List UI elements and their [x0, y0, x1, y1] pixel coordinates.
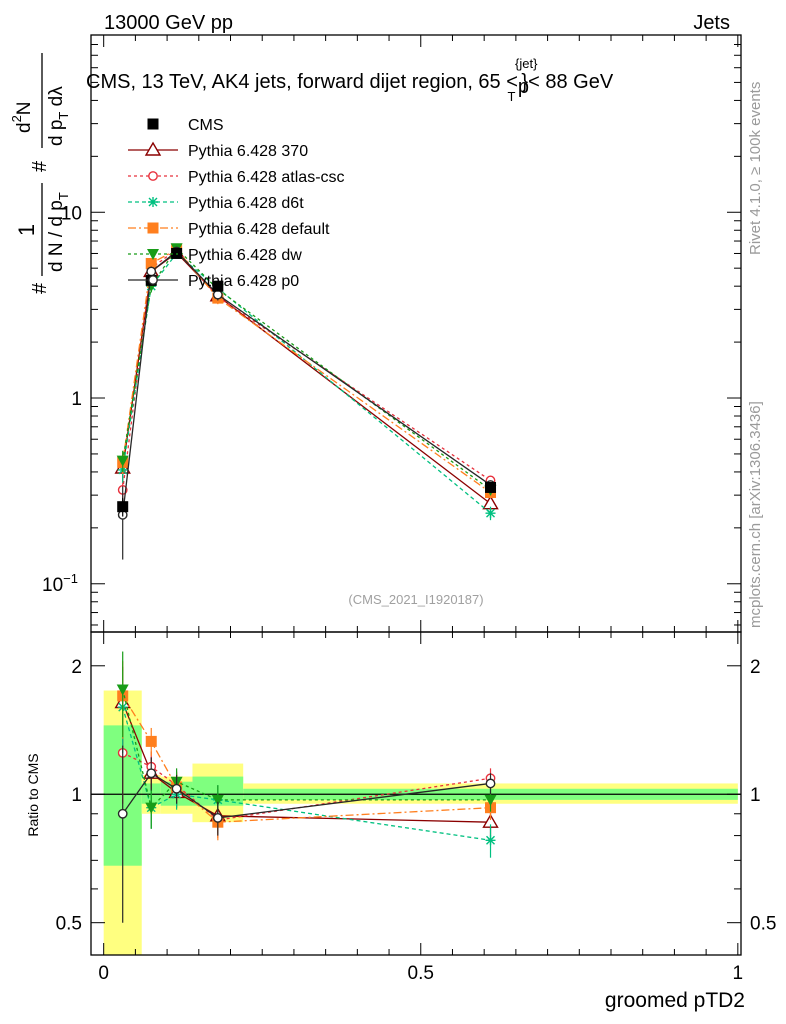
data-point [146, 266, 157, 277]
ratio-point [116, 684, 129, 696]
plot-title-main: CMS, 13 TeV, AK4 jets, forward dijet reg… [86, 71, 518, 93]
ylabel-num: 1 [14, 224, 39, 236]
header-left: 13000 GeV pp [104, 12, 233, 34]
series-p0 [117, 246, 496, 560]
y-tick-label: 10−1 [42, 571, 78, 596]
plot-title-p: p [518, 76, 529, 98]
side-mcplots: mcplots.cern.ch [arXiv:1306.3436] [747, 401, 764, 628]
data-point [212, 289, 223, 300]
legend-label: Pythia 6.428 dw [188, 247, 302, 264]
ylabel-num2: d2N [9, 101, 35, 133]
data-point [212, 280, 224, 292]
ratio-point [484, 794, 497, 806]
side-rivet: Rivet 4.1.0, ≥ 100k events [747, 82, 764, 255]
plot-title-sup: {jet} [515, 56, 538, 71]
ratio-y-tick-label: 1 [71, 785, 82, 806]
ylabel-den: d N / d pT [46, 192, 71, 272]
series-line-p0 [122, 250, 491, 515]
header-right: Jets [693, 12, 730, 34]
ylabel-hash: # [29, 282, 51, 294]
legend-label: CMS [188, 117, 224, 134]
y-tick-label: 1 [71, 389, 82, 410]
series-line-p370 [122, 251, 491, 505]
data-point [485, 508, 496, 519]
data-point [485, 481, 497, 493]
ratio-y-tick-label-right: 0.5 [750, 914, 776, 935]
legend-label: Pythia 6.428 atlas-csc [188, 169, 345, 186]
legend-item: Pythia 6.428 d6t [128, 195, 304, 212]
series-default [117, 244, 497, 498]
ratio-y-tick-label-right: 2 [750, 657, 761, 678]
series-p370 [114, 244, 499, 510]
series-d6t [117, 248, 496, 521]
ratio-series-p0 [117, 745, 496, 923]
y-axis-label: 1 d N / d pT # # d2N d pT dλ [9, 53, 71, 294]
data-point [116, 455, 129, 467]
legend-label: Pythia 6.428 370 [188, 143, 308, 160]
plot-title-end: }< 88 GeV [521, 71, 613, 93]
ratio-point [146, 768, 157, 779]
legend-label: Pythia 6.428 p0 [188, 273, 299, 290]
ratio-point [212, 813, 223, 823]
legend-label: Pythia 6.428 default [188, 221, 330, 238]
plot-title-sub: T [507, 89, 515, 104]
ylabel-den2: d pT dλ [46, 86, 71, 146]
series-cms-data [117, 247, 497, 517]
series-atlascsc [117, 244, 496, 504]
ratio-y-tick-label: 0.5 [56, 914, 82, 935]
data-point [117, 501, 129, 513]
ratio-y-tick-label: 2 [71, 657, 82, 678]
ratio-frame [90, 631, 742, 956]
legend-marker [147, 249, 159, 260]
ratio-y-tick-label-right: 1 [750, 785, 761, 806]
ratio-point [145, 735, 157, 747]
x-tick-label: 0.5 [408, 963, 434, 984]
ratio-series-d6t [117, 670, 496, 858]
legend-marker [148, 197, 158, 207]
legend-marker [147, 118, 159, 130]
x-tick-label: 1 [733, 963, 744, 984]
ratio-ylabel: Ratio to CMS [25, 753, 41, 836]
legend-item: Pythia 6.428 p0 [128, 273, 299, 290]
ratio-series-atlascsc [117, 713, 496, 838]
legend-marker [144, 141, 162, 156]
legend-item: Pythia 6.428 370 [128, 141, 308, 160]
ratio-point [145, 802, 158, 814]
series-dw [116, 243, 497, 496]
ratio-point [485, 835, 496, 846]
legend-marker [147, 222, 159, 234]
legend-marker [148, 275, 158, 285]
legend-item: CMS [147, 117, 224, 134]
ratio-line-default [122, 695, 491, 823]
series-line-d6t [122, 252, 491, 514]
ratio-point [485, 778, 496, 789]
legend-item: Pythia 6.428 atlas-csc [128, 169, 345, 186]
plot-title: CMS, 13 TeV, AK4 jets, forward dijet reg… [86, 56, 614, 104]
legend-item: Pythia 6.428 dw [128, 247, 302, 264]
legend-marker [148, 171, 158, 181]
ratio-point [171, 783, 182, 794]
x-axis-label: groomed pTD2 [605, 989, 745, 1012]
analysis-id: (CMS_2021_I1920187) [348, 592, 483, 607]
ylabel-hash2: # [29, 160, 51, 172]
y-tick-label: 10 [61, 203, 82, 224]
ratio-point [211, 794, 224, 806]
legend-label: Pythia 6.428 d6t [188, 195, 304, 212]
ratio-point [117, 808, 128, 819]
data-point [145, 257, 157, 269]
legend-item: Pythia 6.428 default [128, 221, 330, 238]
series-line-default [122, 248, 491, 494]
x-tick-label: 0 [98, 963, 109, 984]
